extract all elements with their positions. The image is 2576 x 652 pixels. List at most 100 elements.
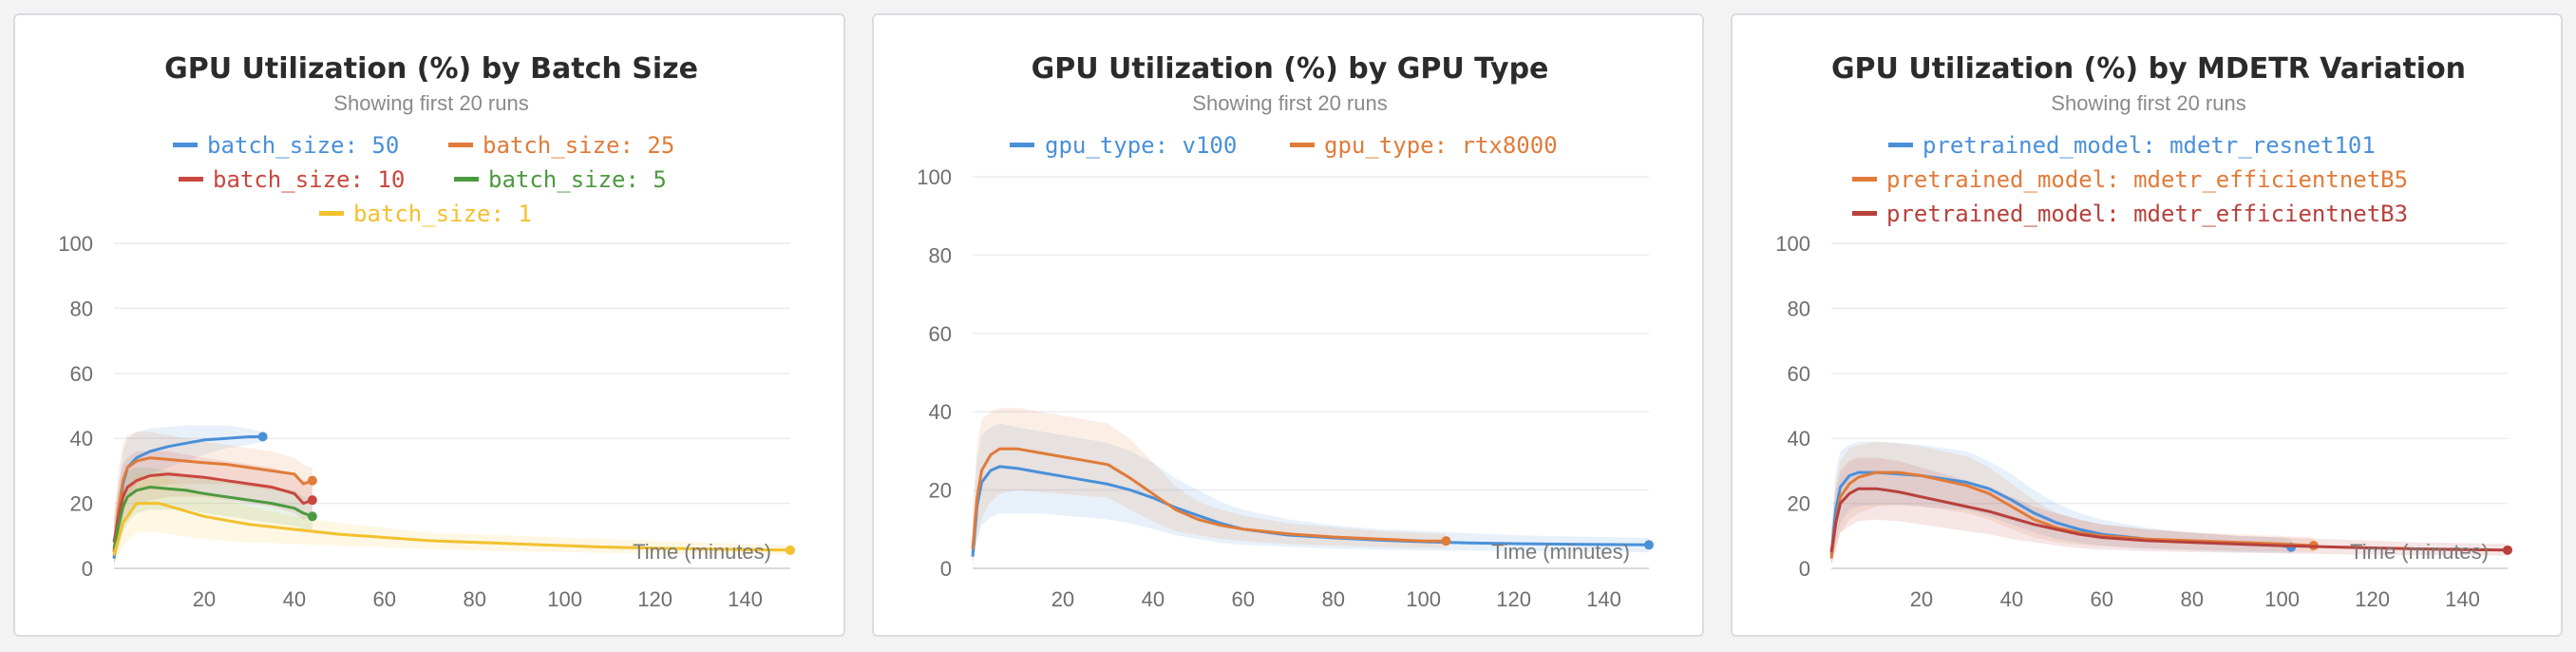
y-tick-label: 80 xyxy=(70,297,93,320)
legend-label: pretrained_model: mdetr_efficientnetB3 xyxy=(1886,201,2408,227)
series-line[interactable] xyxy=(112,486,313,549)
legend-label: batch_size: 1 xyxy=(353,201,532,227)
legend-item[interactable]: batch_size: 50 xyxy=(173,132,399,159)
y-tick-label: 20 xyxy=(1788,492,1810,516)
series-band xyxy=(114,425,263,566)
x-tick-label: 20 xyxy=(1051,587,1074,611)
y-tick-label: 80 xyxy=(1788,297,1810,320)
chart-panel-mdetr-variation: GPU Utilization (%) by MDETR Variation S… xyxy=(1731,13,2563,637)
legend-label: batch_size: 5 xyxy=(488,166,667,193)
series-band xyxy=(973,408,1447,565)
legend-label: batch_size: 25 xyxy=(483,132,674,159)
legend-item[interactable]: batch_size: 1 xyxy=(319,201,532,227)
legend-item[interactable]: gpu_type: v100 xyxy=(1010,132,1237,159)
x-tick-label: 120 xyxy=(2355,587,2390,611)
legend-swatch xyxy=(179,177,203,182)
y-tick-label: 0 xyxy=(1799,557,1810,581)
y-tick-label: 60 xyxy=(1788,362,1810,386)
series-endpoint[interactable] xyxy=(2503,545,2512,555)
x-axis-label: Time (minutes) xyxy=(633,540,771,564)
legend-item[interactable]: pretrained_model: mdetr_efficientnetB3 xyxy=(1852,201,2408,227)
series-line[interactable] xyxy=(971,447,1447,549)
series-endpoint[interactable] xyxy=(1441,536,1451,547)
legend-item[interactable]: gpu_type: rtx8000 xyxy=(1290,132,1558,159)
x-tick-label: 80 xyxy=(2180,587,2203,611)
y-tick-label: 20 xyxy=(929,479,952,503)
series-line[interactable] xyxy=(112,502,791,556)
x-tick-label: 120 xyxy=(637,587,672,611)
series-band xyxy=(114,431,313,566)
x-axis-label: Time (minutes) xyxy=(2350,540,2489,564)
x-tick-label: 140 xyxy=(1586,587,1621,611)
legend-item[interactable]: batch_size: 5 xyxy=(454,166,667,193)
legend-item[interactable]: pretrained_model: mdetr_resnet101 xyxy=(1888,132,2376,159)
legend-label: gpu_type: v100 xyxy=(1045,132,1237,159)
x-tick-label: 100 xyxy=(547,587,582,611)
series-line[interactable] xyxy=(112,456,313,553)
series-line[interactable] xyxy=(1829,470,2314,559)
legend-swatch xyxy=(1290,143,1315,147)
chart-svg-gpu-type: GPU Utilization (%) by GPU Type Showing … xyxy=(917,52,1654,611)
legend-swatch xyxy=(1010,143,1034,147)
legend-item[interactable]: pretrained_model: mdetr_efficientnetB5 xyxy=(1852,166,2408,193)
y-tick-label: 40 xyxy=(70,427,93,451)
x-tick-label: 60 xyxy=(373,587,396,611)
plot-area: 0 20 40 60 80 100 20 40 60 80 100 120 140 Time (minut… xyxy=(917,165,1654,611)
series-band xyxy=(973,423,1649,565)
y-tick-label: 80 xyxy=(929,243,952,267)
x-tick-label: 100 xyxy=(2264,587,2300,611)
legend: batch_size: 50 batch_size: 25 batch_size… xyxy=(173,132,674,227)
legend-swatch xyxy=(319,211,344,216)
legend: gpu_type: v100 gpu_type: rtx8000 xyxy=(1010,132,1558,159)
x-tick-label: 100 xyxy=(1406,587,1441,611)
y-tick-label: 0 xyxy=(940,557,952,581)
series-band xyxy=(114,451,313,563)
legend-label: pretrained_model: mdetr_resnet101 xyxy=(1923,132,2376,159)
x-axis-label: Time (minutes) xyxy=(1491,540,1630,564)
chart-panel-gpu-type: GPU Utilization (%) by GPU Type Showing … xyxy=(872,13,1704,637)
y-tick-label: 0 xyxy=(82,557,93,581)
chart-svg-batch-size: GPU Utilization (%) by Batch Size Showin… xyxy=(58,52,795,611)
y-tick-label: 100 xyxy=(1775,232,1810,256)
series-band xyxy=(114,468,313,566)
x-tick-label: 140 xyxy=(2445,587,2480,611)
series-band xyxy=(114,473,790,566)
chart-subtitle: Showing first 20 runs xyxy=(2051,91,2245,115)
legend-item[interactable]: batch_size: 25 xyxy=(448,132,674,159)
legend: pretrained_model: mdetr_resnet101 pretra… xyxy=(1852,132,2408,227)
chart-panel-batch-size: GPU Utilization (%) by Batch Size Showin… xyxy=(13,13,845,637)
series-band xyxy=(1831,457,2508,566)
legend-swatch xyxy=(454,177,479,182)
y-tick-label: 100 xyxy=(58,232,93,256)
plot-area: 0 20 40 60 80 100 20 40 60 80 100 120 140 Time (minut… xyxy=(1775,232,2512,611)
x-tick-label: 40 xyxy=(1142,587,1165,611)
series-endpoint[interactable] xyxy=(1644,540,1654,550)
chart-title: GPU Utilization (%) by Batch Size xyxy=(164,52,698,86)
series-endpoint[interactable] xyxy=(307,475,317,486)
series-line[interactable] xyxy=(971,465,1650,557)
series-line[interactable] xyxy=(112,472,313,543)
chart-title: GPU Utilization (%) by MDETR Variation xyxy=(1831,52,2466,86)
series-line[interactable] xyxy=(1829,487,2509,553)
legend-swatch xyxy=(1852,177,1877,182)
x-tick-label: 120 xyxy=(1496,587,1531,611)
series-band xyxy=(1831,441,2314,566)
series-endpoint[interactable] xyxy=(307,511,317,522)
y-tick-label: 100 xyxy=(917,165,952,189)
x-tick-label: 140 xyxy=(728,587,763,611)
y-tick-label: 40 xyxy=(1788,427,1810,451)
legend-swatch xyxy=(1852,211,1877,216)
x-tick-label: 80 xyxy=(463,587,485,611)
chart-subtitle: Showing first 20 runs xyxy=(333,91,528,115)
x-tick-label: 20 xyxy=(193,587,216,611)
legend-swatch xyxy=(1888,143,1913,147)
plot-area: 0 20 40 60 80 100 20 40 60 80 100 120 140 Time (minut… xyxy=(58,232,795,611)
legend-item[interactable]: batch_size: 10 xyxy=(179,166,405,193)
y-tick-label: 60 xyxy=(929,322,952,346)
x-tick-label: 80 xyxy=(1321,587,1344,611)
series-endpoint[interactable] xyxy=(786,545,795,555)
series-endpoint[interactable] xyxy=(307,495,317,506)
series-endpoint[interactable] xyxy=(257,431,268,442)
y-tick-label: 20 xyxy=(70,492,93,516)
y-tick-label: 60 xyxy=(70,362,93,386)
